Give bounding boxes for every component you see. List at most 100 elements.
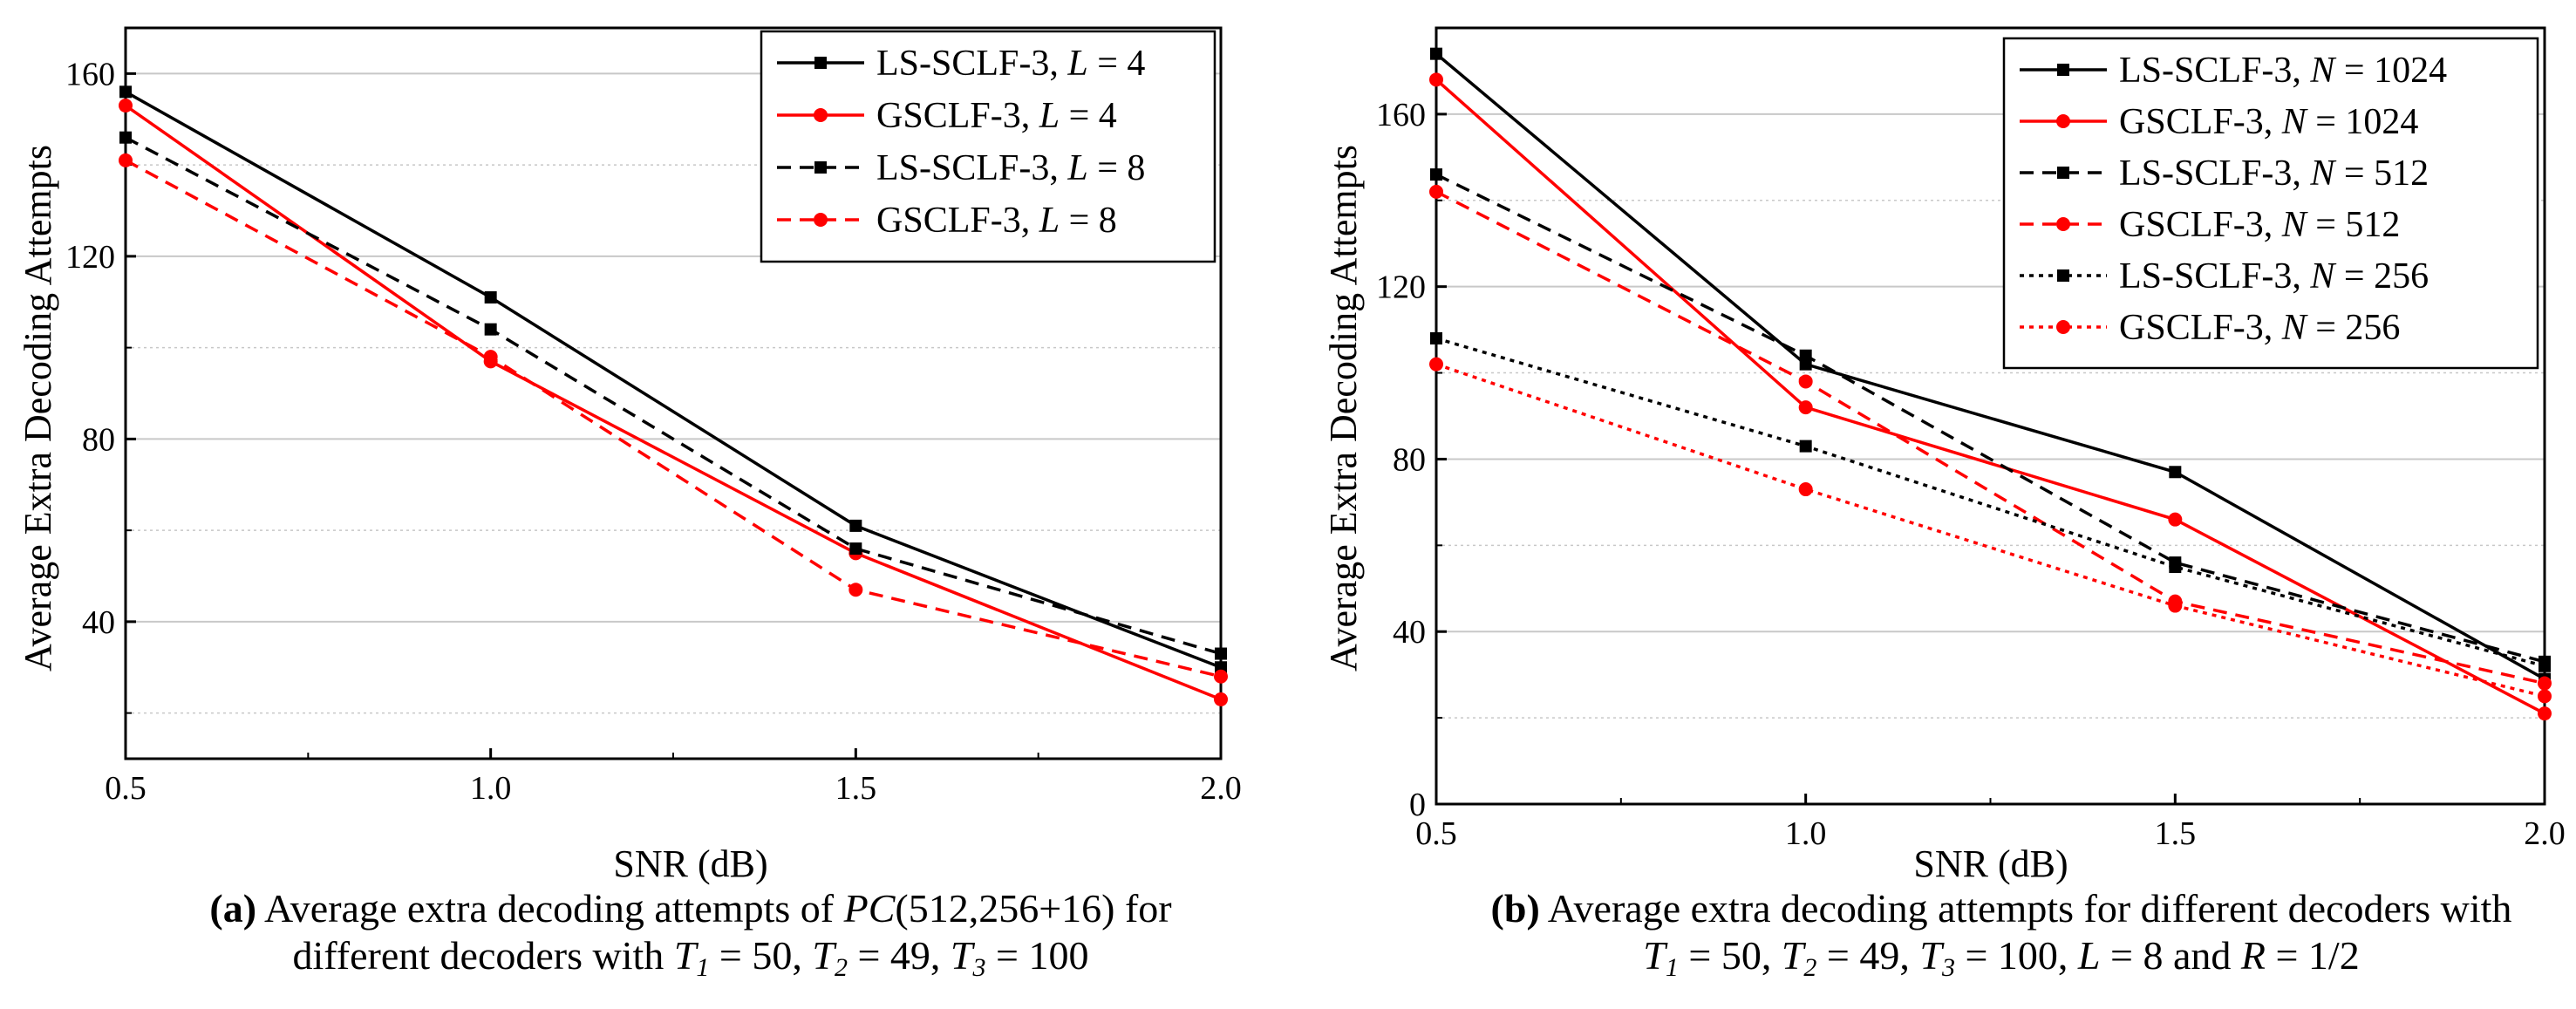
chart-a-x-tick-label: 1.0 (470, 770, 512, 807)
chart-a-caption-line-1: (a) Average extra decoding attempts of P… (209, 886, 1171, 931)
chart-a-data-point (849, 519, 862, 532)
chart-b-data-point (2538, 689, 2552, 704)
chart-b-legend-marker (2057, 64, 2069, 76)
chart-b-data-point (2168, 598, 2183, 613)
chart-b-legend-marker (2056, 217, 2070, 231)
chart-b-legend-marker (2056, 320, 2070, 334)
chart-b-legend-marker (2057, 269, 2069, 282)
chart-b-series-line (1435, 337, 2545, 668)
chart-a-data-point (1215, 647, 1227, 660)
caption-text: = 100 (986, 933, 1089, 978)
chart-b-y-tick-label: 80 (1393, 441, 1426, 478)
chart-b-series-line (1435, 363, 2545, 699)
chart-b-legend-box (2002, 37, 2539, 370)
chart-b-data-point (1799, 440, 1812, 453)
chart-a-legend-label: GSCLF-3, L = 4 (876, 96, 1117, 136)
chart-a-data-point (119, 131, 132, 144)
chart-b-data-point (1430, 168, 1442, 181)
chart-a-data-point (119, 99, 133, 113)
chart-a-x-tick-label: 1.5 (835, 770, 877, 807)
caption-text: T (674, 933, 699, 978)
caption-subscript: 1 (696, 953, 709, 982)
caption-text: = 100, (1955, 933, 2078, 978)
chart-b-data-point (2539, 659, 2551, 672)
chart-a-y-tick-label: 120 (65, 239, 115, 276)
caption-text: = 1/2 (2266, 933, 2360, 978)
chart-a-caption-tag: (a) (209, 886, 256, 931)
chart-a-series-line (125, 90, 1222, 669)
caption-text: = 50, (709, 933, 812, 978)
chart-a-legend-marker (814, 161, 827, 174)
chart-b-y-tick-label: 160 (1376, 97, 1426, 133)
chart-b-y-tick-label: 0 (1409, 787, 1426, 823)
chart-a-data-point (484, 323, 497, 336)
chart-b-series-line (1435, 78, 2545, 715)
chart-b-data-point (2169, 466, 2182, 479)
caption-text: T (1643, 933, 1668, 978)
chart-b-caption-line-2: T1 = 50, T2 = 49, T3 = 100, L = 8 and R … (1643, 933, 2359, 982)
chart-a-legend-label: LS-SCLF-3, L = 4 (876, 44, 1145, 84)
caption-text: different decoders with (293, 933, 674, 978)
caption-text: = 49, (848, 933, 951, 978)
chart-b-y-tick-label: 120 (1376, 269, 1426, 306)
chart-a-data-point (1214, 692, 1228, 706)
caption-text: = 8 and (2101, 933, 2241, 978)
chart-b-x-tick-label: 1.5 (2155, 815, 2197, 852)
chart-a-data-point (119, 85, 132, 99)
chart-a-legend-marker (814, 108, 828, 122)
chart-a-x-tick-label: 0.5 (105, 770, 147, 807)
chart-b-caption-tag: (b) (1491, 886, 1540, 931)
caption-text: T (951, 933, 976, 978)
caption-text: T (1919, 933, 1945, 978)
caption-subscript: 1 (1666, 953, 1679, 982)
chart-a-y-tick-label: 40 (82, 604, 115, 641)
caption-text: L (2077, 933, 2101, 978)
chart-a-series-line (125, 159, 1222, 678)
chart-b-x-tick-label: 0.5 (1415, 815, 1457, 852)
chart-a-caption-line-2: different decoders with T1 = 50, T2 = 49… (293, 933, 1089, 982)
chart-b-legend-label: LS-SCLF-3, N = 512 (2119, 153, 2429, 194)
chart-b-data-point (2538, 706, 2552, 721)
chart-b-x-axis-label: SNR (dB) (1913, 842, 2068, 885)
chart-b-data-point (2168, 512, 2183, 527)
chart-b-legend-marker (2056, 114, 2070, 128)
chart-b-x-tick-label: 2.0 (2524, 815, 2566, 852)
chart-b-legend-label: LS-SCLF-3, N = 1024 (2119, 51, 2447, 91)
chart-a-y-tick-label: 80 (82, 421, 115, 458)
chart-b-data-point (1429, 72, 1443, 87)
chart-b-legend-label: LS-SCLF-3, N = 256 (2119, 256, 2429, 297)
chart-a-x-axis-label: SNR (dB) (613, 842, 767, 885)
chart-b-caption-line-1: (b) Average extra decoding attempts for … (1491, 886, 2512, 931)
chart-b-data-point (1798, 374, 1813, 389)
chart-b-legend-label: GSCLF-3, N = 512 (2119, 205, 2400, 245)
chart-a-data-point (483, 350, 498, 365)
chart-b-data-point (1429, 357, 1443, 372)
chart-b-data-point (1430, 332, 1442, 344)
chart-a-legend-label: GSCLF-3, L = 8 (876, 201, 1117, 241)
chart-b-y-axis-label: Average Extra Decoding Attempts (1322, 145, 1365, 672)
caption-text: = 50, (1679, 933, 1782, 978)
chart-a-x-tick-label: 2.0 (1200, 770, 1242, 807)
chart-b-data-point (1429, 184, 1443, 199)
chart-a-data-point (848, 583, 863, 597)
caption-text: Average extra decoding attempts for diff… (1540, 886, 2512, 931)
chart-a-data-point (119, 153, 133, 167)
caption-text: = 49, (1816, 933, 1919, 978)
caption-text: PC (843, 886, 896, 931)
chart-a: Average Extra Decoding Attempts SNR (dB)… (17, 26, 1242, 982)
chart-b-data-point (1798, 482, 1813, 497)
chart-b-y-tick-label: 40 (1393, 614, 1426, 651)
chart-b-series-line (1435, 190, 2545, 685)
caption-text: (512,256+16) for (895, 886, 1171, 931)
chart-a-legend-box (760, 30, 1216, 263)
caption-subscript: 3 (972, 953, 986, 982)
chart-a-data-point (484, 291, 497, 304)
chart-b-data-point (1798, 400, 1813, 415)
chart-b-legend-label: GSCLF-3, N = 256 (2119, 308, 2400, 348)
chart-b-legend-marker (2057, 167, 2069, 179)
chart-a-data-point (849, 542, 862, 556)
chart-a-legend-marker (814, 57, 827, 69)
chart-b: Average Extra Decoding Attempts SNR (dB)… (1322, 26, 2566, 982)
chart-a-data-point (1214, 669, 1228, 684)
